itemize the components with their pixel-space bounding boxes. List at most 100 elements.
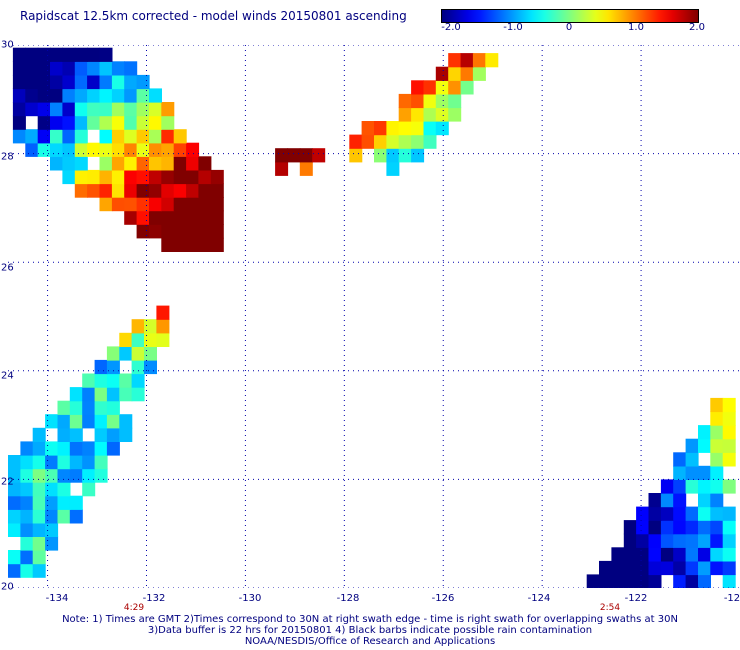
wind-cell <box>94 441 108 456</box>
wind-cell <box>82 373 96 388</box>
wind-cell <box>37 74 51 90</box>
wind-cell <box>94 414 108 429</box>
wind-cell <box>20 522 34 537</box>
wind-cell <box>411 93 425 109</box>
wind-cell <box>111 169 125 185</box>
wind-cell <box>131 332 145 347</box>
wind-cell <box>82 455 96 470</box>
wind-cell <box>685 520 699 535</box>
wind-cell <box>144 346 157 361</box>
wind-cell <box>698 547 711 562</box>
latitude-label: 20 <box>1 581 14 593</box>
wind-cell <box>124 102 138 117</box>
wind-cell <box>161 115 175 130</box>
wind-cell <box>710 411 724 426</box>
wind-cell <box>173 224 187 239</box>
wind-cell <box>69 387 83 402</box>
wind-cell <box>62 156 76 171</box>
wind-cell <box>136 102 150 117</box>
wind-cell <box>685 479 699 494</box>
wind-cell <box>32 441 46 456</box>
wind-cell <box>710 438 724 453</box>
footnote-line: Note: 1) Times are GMT 2)Times correspon… <box>62 614 678 625</box>
wind-cell <box>374 134 387 149</box>
wind-cell <box>361 121 375 136</box>
wind-cell <box>131 373 145 388</box>
wind-cell <box>37 102 51 117</box>
wind-cell <box>12 115 26 130</box>
wind-cell <box>685 438 699 453</box>
wind-cell <box>136 115 150 130</box>
wind-cell <box>37 88 51 103</box>
longitude-label: -130 <box>238 593 262 604</box>
wind-cell <box>161 142 175 157</box>
wind-cell <box>32 427 46 442</box>
wind-cell <box>57 427 71 442</box>
wind-cell <box>20 468 34 483</box>
wind-cell <box>144 319 157 334</box>
wind-cell <box>386 134 400 149</box>
wind-cell <box>186 237 200 252</box>
wind-cell <box>111 74 125 90</box>
wind-cell <box>698 479 711 494</box>
wind-cell <box>149 197 162 212</box>
wind-cell <box>106 427 120 442</box>
wind-cell <box>57 509 71 524</box>
wind-cell <box>131 346 145 361</box>
wind-cell <box>710 533 724 548</box>
wind-cell <box>161 197 175 212</box>
wind-cell <box>111 115 125 130</box>
wind-cell <box>149 183 162 198</box>
longitude-label: -122 <box>624 593 648 604</box>
wind-cell <box>32 509 46 524</box>
wind-cell <box>710 479 724 494</box>
wind-cell <box>25 102 39 117</box>
wind-cell <box>361 134 375 149</box>
wind-cell <box>722 574 736 588</box>
wind-cell <box>45 536 59 551</box>
wind-cell <box>136 210 150 225</box>
wind-cell <box>124 61 138 76</box>
wind-cell <box>12 129 26 144</box>
colorbar-tick-label: -1.0 <box>503 22 523 33</box>
wind-cell <box>50 156 63 171</box>
wind-cell <box>82 400 96 415</box>
wind-cell <box>173 129 187 144</box>
wind-cell <box>423 121 437 136</box>
wind-cell <box>423 107 437 122</box>
wind-cell <box>99 88 113 103</box>
wind-cell <box>87 169 101 185</box>
wind-cell <box>69 441 83 456</box>
wind-cell <box>69 468 83 483</box>
wind-cell <box>20 495 34 510</box>
wind-cell <box>119 427 133 442</box>
wind-cell <box>186 210 200 225</box>
wind-cell <box>69 495 83 510</box>
wind-cell <box>210 237 224 252</box>
wind-cell <box>62 88 76 103</box>
wind-cell <box>45 441 59 456</box>
wind-cell <box>722 452 736 467</box>
wind-cell <box>685 506 699 521</box>
wind-cell <box>710 493 724 508</box>
wind-cell <box>198 210 212 225</box>
wind-cell <box>722 411 736 426</box>
wind-cell <box>99 102 113 117</box>
wind-cell <box>161 169 175 185</box>
wind-cell <box>673 520 687 535</box>
wind-cell <box>99 47 113 62</box>
wind-cell <box>57 455 71 470</box>
wind-cell <box>87 74 101 90</box>
wind-cell <box>660 506 674 521</box>
wind-cell <box>62 142 76 157</box>
wind-cell <box>94 400 108 415</box>
wind-cell <box>94 373 108 388</box>
wind-cells-layer <box>8 47 736 588</box>
longitude-label: -134 <box>45 593 69 604</box>
wind-cell <box>69 400 83 415</box>
wind-cell <box>50 47 63 62</box>
wind-cell <box>74 156 88 171</box>
wind-cell <box>435 93 449 109</box>
footnote-line: NOAA/NESDIS/Office of Research and Appli… <box>244 636 496 647</box>
wind-cell <box>8 495 21 510</box>
